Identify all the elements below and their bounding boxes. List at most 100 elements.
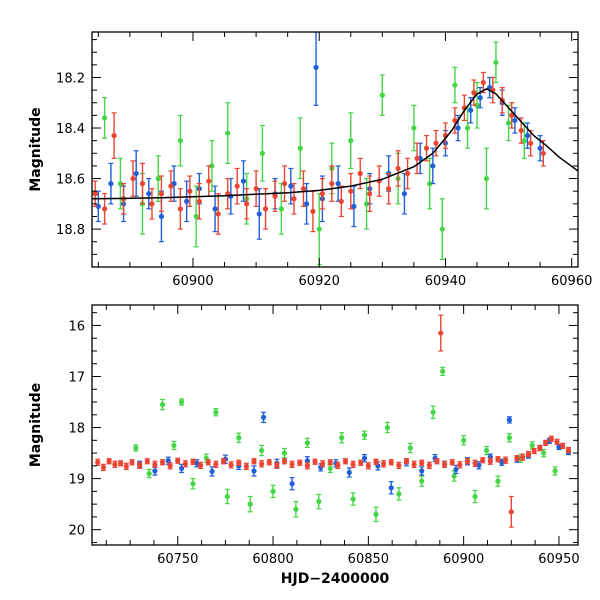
bottom-green-point [541, 450, 547, 456]
top-series-red [92, 71, 546, 235]
bottom-blue-point [251, 468, 257, 474]
bottom-green-point [171, 442, 177, 449]
bottom-green-point [213, 409, 219, 415]
top-red-point [187, 188, 193, 194]
top-blue-point [335, 181, 341, 187]
bottom-green-point [440, 368, 446, 374]
top-green-point [474, 102, 480, 108]
top-y-tick-label: 18.2 [56, 71, 85, 86]
bottom-red-point [411, 461, 417, 467]
bottom-red-point [449, 459, 455, 465]
bottom-red-point [434, 458, 440, 464]
top-red-point [177, 206, 183, 212]
bottom-red-point [502, 457, 509, 463]
top-green-point [452, 82, 458, 88]
top-frame [91, 31, 579, 268]
bottom-y-tick-label: 20 [68, 524, 85, 539]
top-blue-point [430, 163, 436, 169]
bottom-blue-point [152, 468, 158, 474]
bottom-red-point [438, 330, 444, 336]
bottom-plot-area [95, 314, 572, 528]
top-green-point [363, 201, 370, 207]
bottom-red-point [514, 455, 520, 461]
top-blue-point [401, 191, 408, 197]
bottom-green-point [133, 445, 139, 451]
bottom-red-point [560, 443, 566, 449]
bottom-red-point [236, 460, 242, 466]
top-green-point [521, 138, 527, 144]
top-green-point [102, 115, 108, 121]
bottom-red-point [520, 454, 526, 460]
bottom-red-point [388, 459, 394, 465]
top-red-point [111, 133, 117, 139]
bottom-red-point [152, 461, 158, 467]
bottom-red-point [419, 460, 425, 466]
top-green-point [439, 226, 445, 232]
bottom-green-point [407, 445, 413, 451]
top-y-tick-label: 18.8 [56, 223, 85, 238]
top-green-point [505, 120, 512, 126]
top-blue-point [477, 95, 483, 101]
bottom-y-tick-label: 17 [68, 370, 85, 385]
bottom-red-point [480, 457, 486, 463]
top-red-point [281, 181, 288, 187]
bottom-x-tick-label: 60750 [157, 552, 198, 567]
top-green-point [209, 163, 215, 169]
bottom-x-tick-label: 60950 [538, 552, 579, 567]
top-red-point [158, 191, 165, 197]
top-green-point [225, 130, 231, 136]
bottom-red-point [167, 463, 173, 469]
bottom-green-point [281, 450, 288, 456]
bottom-red-point [381, 461, 387, 467]
top-red-point [509, 112, 515, 118]
top-red-point [300, 186, 307, 192]
top-red-point [244, 201, 250, 207]
bottom-green-point [270, 488, 276, 494]
top-green-point [464, 125, 471, 131]
top-y-tick-label: 18.4 [56, 122, 85, 137]
bottom-red-point [106, 458, 112, 464]
bottom-x-axis-label: HJD−2400000 [281, 571, 390, 587]
top-blue-point [468, 107, 474, 113]
bottom-blue-point [476, 462, 482, 468]
top-blue-point [351, 203, 357, 209]
bottom-green-point [472, 493, 478, 500]
bottom-series-red [95, 314, 572, 528]
top-red-point [102, 206, 108, 212]
top-red-point [423, 145, 430, 151]
bottom-red-point [537, 445, 543, 451]
bottom-green-point [552, 468, 558, 474]
top-red-point [206, 178, 212, 184]
bottom-red-point [320, 461, 326, 467]
top-red-point [471, 90, 477, 96]
top-red-point [291, 196, 297, 202]
top-red-point [348, 188, 354, 194]
bottom-red-point [373, 459, 379, 465]
bottom-red-point [304, 463, 310, 469]
bottom-blue-point [260, 414, 267, 420]
bottom-red-point [464, 458, 471, 464]
bottom-blue-point [178, 465, 185, 472]
bottom-y-tick-label: 18 [68, 422, 85, 437]
top-y-axis-label: Magnitude [28, 107, 44, 191]
bottom-red-point [565, 447, 572, 453]
bottom-red-point [335, 462, 341, 468]
top-red-point [386, 186, 392, 192]
bottom-red-point [190, 459, 196, 465]
bottom-blue-point [419, 468, 425, 474]
bottom-red-point [543, 440, 549, 446]
top-red-point [540, 150, 546, 156]
top-green-point [193, 213, 199, 220]
bottom-red-point [220, 458, 227, 464]
bottom-red-point [274, 462, 280, 468]
top-plot-area [92, 32, 578, 266]
bottom-blue-point [289, 481, 295, 487]
bottom-blue-point [165, 458, 171, 464]
top-x-tick-label: 60920 [299, 274, 340, 289]
bottom-red-point [100, 464, 107, 470]
top-x-tick-label: 60900 [172, 274, 213, 289]
bottom-red-point [213, 461, 219, 467]
top-red-point [168, 183, 174, 189]
top-red-point [395, 165, 401, 172]
bottom-red-point [396, 462, 402, 468]
